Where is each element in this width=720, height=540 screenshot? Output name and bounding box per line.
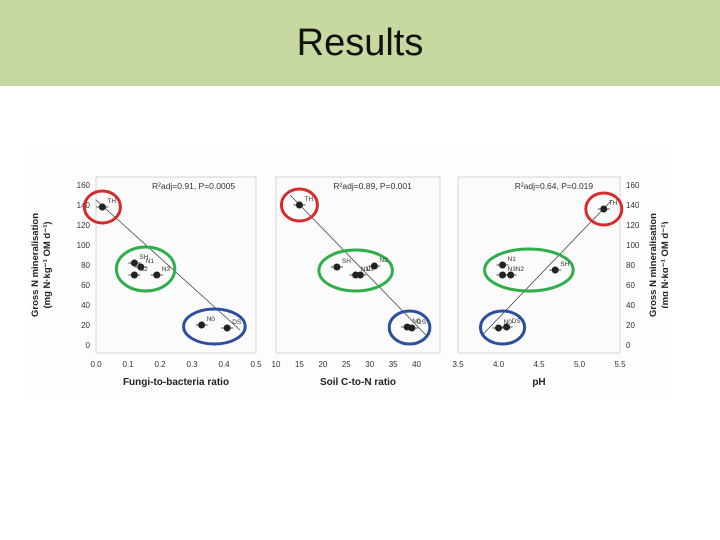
y-tick-label: 160 [626, 181, 640, 190]
point-label: DS [232, 319, 242, 326]
y-tick-label: 80 [626, 261, 635, 270]
point-label: N3 [365, 266, 374, 273]
mid-group-circle-2 [317, 248, 394, 293]
slide-title: Results [296, 22, 424, 64]
point-label: TH [107, 198, 116, 205]
data-point-th [98, 203, 106, 211]
x-axis-label-1: Fungi-to-bacteria ratio [123, 377, 229, 388]
x-tick-label: 0.5 [250, 360, 262, 369]
point-label: N0 [207, 316, 216, 323]
point-label: DS [512, 318, 522, 325]
y-tick-label: 160 [77, 181, 91, 190]
data-point-sh [333, 263, 341, 271]
x-tick-label: 0.4 [218, 360, 230, 369]
x-tick-label: 40 [412, 360, 421, 369]
low-group-circle-3 [479, 309, 527, 346]
point-label: SH [560, 261, 569, 268]
x-tick-label: 0.3 [186, 360, 198, 369]
scatter-figure: R²adj=0.91, P=0.0005 0.0 0.1 0.2 0.3 0.4 0.5 Fu… [30, 176, 671, 388]
x-tick-label: 15 [295, 360, 304, 369]
x-tick-label: 25 [342, 360, 351, 369]
point-label: N2 [379, 257, 388, 264]
point-label: N0 [504, 319, 513, 326]
plot-frame-3 [457, 176, 621, 354]
x-tick-label: 10 [272, 360, 281, 369]
x-tick-label: 0.1 [122, 360, 134, 369]
x-tick-label: 4.5 [533, 360, 545, 369]
y-tick-label: 100 [626, 241, 640, 250]
y-tick-label: 40 [81, 301, 90, 310]
y-tick-label: 140 [626, 201, 640, 210]
data-point-n2 [370, 262, 378, 270]
y-tick-label: 120 [77, 221, 91, 230]
data-point-ds [503, 323, 511, 331]
y-tick-label: 20 [626, 321, 635, 330]
point-label: SH [139, 254, 148, 261]
x-tick-label: 0.2 [154, 360, 166, 369]
y-axis-label-3: Gross N mineralisation(mg N·kg⁻¹ OM d⁻¹) [648, 213, 668, 317]
x-tick-label: 35 [389, 360, 398, 369]
point-label: N2 [139, 266, 148, 273]
low-group-circle-2 [387, 309, 432, 346]
data-point-n2 [507, 271, 515, 279]
point-label: N1 [508, 256, 517, 263]
point-label: N1 [146, 258, 155, 265]
stats-annotation-1: R²adj=0.91, P=0.0005 [152, 181, 235, 191]
data-point-n3 [356, 271, 364, 279]
y-tick-label: 60 [626, 281, 635, 290]
x-tick-label: 20 [318, 360, 327, 369]
data-point-n3 [499, 271, 507, 279]
plot-frame-1 [95, 176, 257, 354]
x-tick-label: 5.0 [574, 360, 586, 369]
point-label: N3 [508, 266, 517, 273]
y-tick-label: 100 [77, 241, 91, 250]
stats-annotation-3: R²adj=0.64, P=0.019 [515, 181, 594, 191]
high-group-circle-3 [584, 191, 624, 227]
high-group-circle-1 [82, 189, 122, 225]
high-group-circle-2 [279, 187, 319, 223]
y-tick-label: 0 [626, 341, 631, 350]
y-axis-label-1: Gross N mineralisation(mg N·kg⁻¹ OM d⁻¹) [30, 213, 53, 317]
data-point-ds [223, 324, 231, 332]
x-tick-label: 0.0 [90, 360, 102, 369]
y-tick-label: 120 [626, 221, 640, 230]
point-label: N3 [162, 266, 171, 273]
data-point-th [295, 201, 303, 209]
data-point-sh [551, 266, 559, 274]
y-tick-label: 60 [81, 281, 90, 290]
y-tick-label: 0 [86, 341, 91, 350]
data-point-n2 [130, 271, 138, 279]
data-point-n0 [495, 324, 502, 332]
data-point-ds [408, 324, 416, 332]
x-tick-label: 3.5 [452, 360, 464, 369]
mid-group-circle-1 [114, 245, 177, 293]
y-tick-label: 20 [81, 321, 90, 330]
data-point-n1 [499, 261, 507, 269]
point-label: N1 [361, 266, 370, 273]
point-label: SH [342, 258, 351, 265]
x-tick-label: 30 [365, 360, 374, 369]
data-point-th [600, 205, 608, 213]
point-label: TH [304, 196, 313, 203]
point-label: DS [417, 319, 427, 326]
mid-group-circle-3 [483, 247, 575, 293]
point-label: N0 [412, 318, 421, 325]
y-tick-label: 40 [626, 301, 635, 310]
x-axis-label-2: Soil C-to-N ratio [320, 377, 396, 388]
figure-panel: R²adj=0.91, P=0.0005 0.0 0.1 0.2 0.3 0.4 0.5 Fu… [28, 150, 671, 400]
x-axis-label-3: pH [532, 377, 545, 388]
data-point-n0 [198, 321, 206, 329]
point-label: TH [609, 200, 618, 207]
x-tick-label: 5.5 [614, 360, 626, 369]
y-tick-label: 80 [81, 261, 90, 270]
title-bar [0, 0, 720, 86]
point-label: N2 [516, 266, 525, 273]
data-point-n3 [153, 271, 161, 279]
data-point-sh [130, 259, 138, 267]
data-point-n1 [137, 263, 145, 271]
stats-annotation-2: R²adj=0.89, P=0.001 [333, 181, 412, 191]
low-group-circle-1 [182, 307, 247, 346]
x-tick-label: 4.0 [493, 360, 505, 369]
